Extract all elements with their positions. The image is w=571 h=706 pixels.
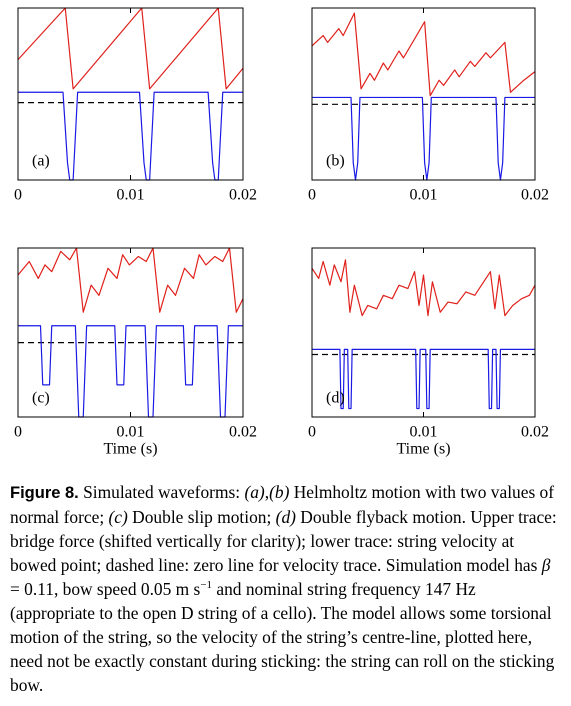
plot-frame <box>17 7 244 181</box>
plot-frame <box>311 7 536 181</box>
caption-text: (d) <box>275 507 296 527</box>
caption-text: Double slip motion; <box>127 507 276 527</box>
x-tick-label: 0.02 <box>521 424 549 441</box>
caption-text: Simulated waveforms: <box>78 482 245 502</box>
trace <box>17 7 244 90</box>
x-tick-label: 0 <box>308 424 316 441</box>
x-tick-label: 0 <box>14 187 22 204</box>
trace <box>311 259 536 317</box>
caption-text: Figure 8. <box>10 484 79 502</box>
figure: 0 0.01 0.02 (a) 0 0.01 0.02 (b) 0 0.01 0.02 (c) Time… <box>14 7 549 458</box>
x-tick-label: 0.01 <box>117 187 145 204</box>
panel-label: (b) <box>326 153 345 170</box>
caption-text: Helmholtz motion with two values of norm… <box>10 482 555 527</box>
caption-text: β <box>541 555 551 575</box>
caption-text: (b) <box>269 482 290 502</box>
x-tick-label: 0.02 <box>229 424 257 441</box>
trace <box>312 96 535 181</box>
x-tick-label: 0.01 <box>410 424 438 441</box>
caption-text: −1 <box>200 579 213 591</box>
trace <box>18 91 243 181</box>
caption: Figure 8. Simulated waveforms: (a),(b) H… <box>10 480 562 697</box>
caption-text: = 0.11, bow speed 0.05 m s <box>10 579 201 599</box>
caption-text: (a) <box>244 482 265 502</box>
x-tick-label: 0.02 <box>521 187 549 204</box>
panel-label: (d) <box>326 390 345 407</box>
caption-text: Double flyback motion. Upper trace: brid… <box>10 507 557 575</box>
x-axis-label: Time (s) <box>396 441 450 458</box>
x-tick-label: 0 <box>14 424 22 441</box>
x-axis-label: Time (s) <box>103 441 157 458</box>
x-tick-label: 0 <box>308 187 316 204</box>
x-tick-label: 0.02 <box>229 187 257 204</box>
caption-text: , <box>264 482 270 502</box>
x-tick-label: 0.01 <box>117 424 145 441</box>
trace <box>312 348 535 410</box>
plot-frame <box>311 247 536 418</box>
trace <box>311 12 536 97</box>
panel-label: (c) <box>32 390 50 407</box>
panel-label: (a) <box>32 153 50 170</box>
trace <box>17 247 244 313</box>
caption-text: (c) <box>108 507 128 527</box>
trace <box>18 325 243 418</box>
caption-text: and nominal string frequency 147 Hz (app… <box>10 579 555 695</box>
x-tick-label: 0.01 <box>410 187 438 204</box>
